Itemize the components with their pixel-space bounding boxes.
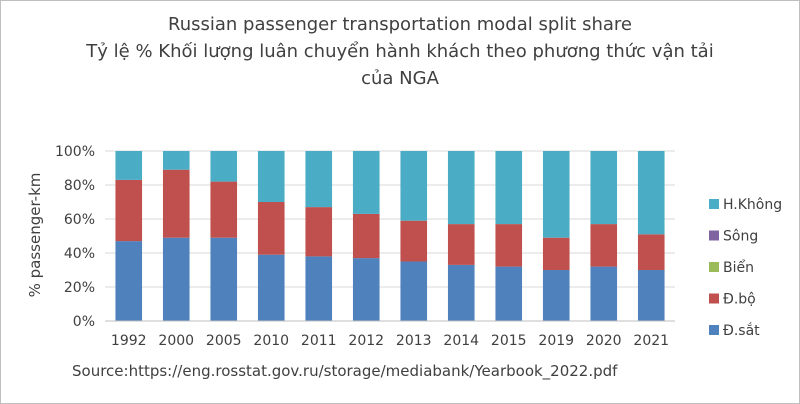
bar-segment <box>400 261 428 321</box>
bar-segment <box>162 151 190 170</box>
bar-segment <box>590 266 618 321</box>
y-tick-label: 100% <box>55 144 95 160</box>
bar-segment <box>115 179 143 242</box>
bar-segment <box>210 181 238 238</box>
y-tick-label: 0% <box>73 314 95 330</box>
y-tick-label: 40% <box>64 246 95 262</box>
legend-label: Sông <box>723 229 758 245</box>
bar-segment <box>495 266 523 321</box>
bar-segment <box>115 151 143 180</box>
bar-segment <box>115 241 143 321</box>
bar-segment <box>210 237 238 321</box>
legend-swatch <box>709 293 719 304</box>
bar-segment <box>447 151 475 225</box>
chart-title-line-1: Russian passenger transportation modal s… <box>168 14 632 35</box>
bar-segment <box>305 207 333 257</box>
x-tick-label: 2015 <box>491 333 527 349</box>
legend-swatch <box>709 325 719 335</box>
x-tick-label: 2014 <box>443 333 479 349</box>
y-tick-label: 20% <box>64 280 95 296</box>
legend-swatch <box>709 262 719 272</box>
bar-segment <box>637 270 665 321</box>
bar-segment <box>162 237 190 321</box>
chart-title-line-2: Tỷ lệ % Khối lượng luân chuyển hành khác… <box>86 41 714 62</box>
bar-segment <box>257 151 285 202</box>
x-tick-label: 2005 <box>206 333 242 349</box>
bar-segment <box>352 258 380 321</box>
legend-label: Biển <box>723 259 754 276</box>
bar-segment <box>495 224 523 267</box>
bar-segment <box>257 202 285 255</box>
bar-segment <box>637 234 665 270</box>
bar-segment <box>305 256 333 321</box>
bar-segment <box>447 264 475 321</box>
x-tick-label: 2020 <box>586 333 622 349</box>
bar-segment <box>352 213 380 259</box>
x-tick-label: 2010 <box>253 333 289 349</box>
bar-segment <box>257 254 285 321</box>
chart-title-line-3: của NGA <box>361 68 439 89</box>
legend-label: Đ.bộ <box>723 292 756 308</box>
x-tick-label: 2013 <box>396 333 432 349</box>
legend-label: Đ.sắt <box>723 322 760 339</box>
y-tick-label: 80% <box>64 178 95 194</box>
bar-segment <box>400 151 428 221</box>
legend-swatch <box>709 199 719 209</box>
x-tick-label: 1992 <box>111 333 147 349</box>
bar-segment <box>542 270 570 321</box>
bar-segment <box>210 151 238 182</box>
bar-segment <box>542 151 570 238</box>
x-tick-label: 2019 <box>538 333 574 349</box>
y-axis-label: % passenger-km <box>26 173 44 298</box>
bar-segment <box>352 151 380 214</box>
x-tick-label: 2000 <box>158 333 194 349</box>
y-tick-label: 60% <box>64 212 95 228</box>
bar-segment <box>590 224 618 267</box>
bar-segment <box>162 169 190 238</box>
bar-segment <box>637 151 665 235</box>
bar-segment <box>305 151 333 208</box>
bar-segment <box>542 237 570 270</box>
x-tick-label: 2012 <box>348 333 384 349</box>
bar-segment <box>400 220 428 262</box>
bar-segment <box>590 151 618 225</box>
legend-label: H.Không <box>723 197 782 213</box>
bar-segment <box>447 224 475 265</box>
x-tick-label: 2011 <box>301 333 337 349</box>
source-note: Source:https://eng.rosstat.gov.ru/storag… <box>72 362 618 380</box>
x-tick-label: 2021 <box>633 333 669 349</box>
bar-segment <box>495 151 523 225</box>
legend-swatch <box>709 230 719 241</box>
